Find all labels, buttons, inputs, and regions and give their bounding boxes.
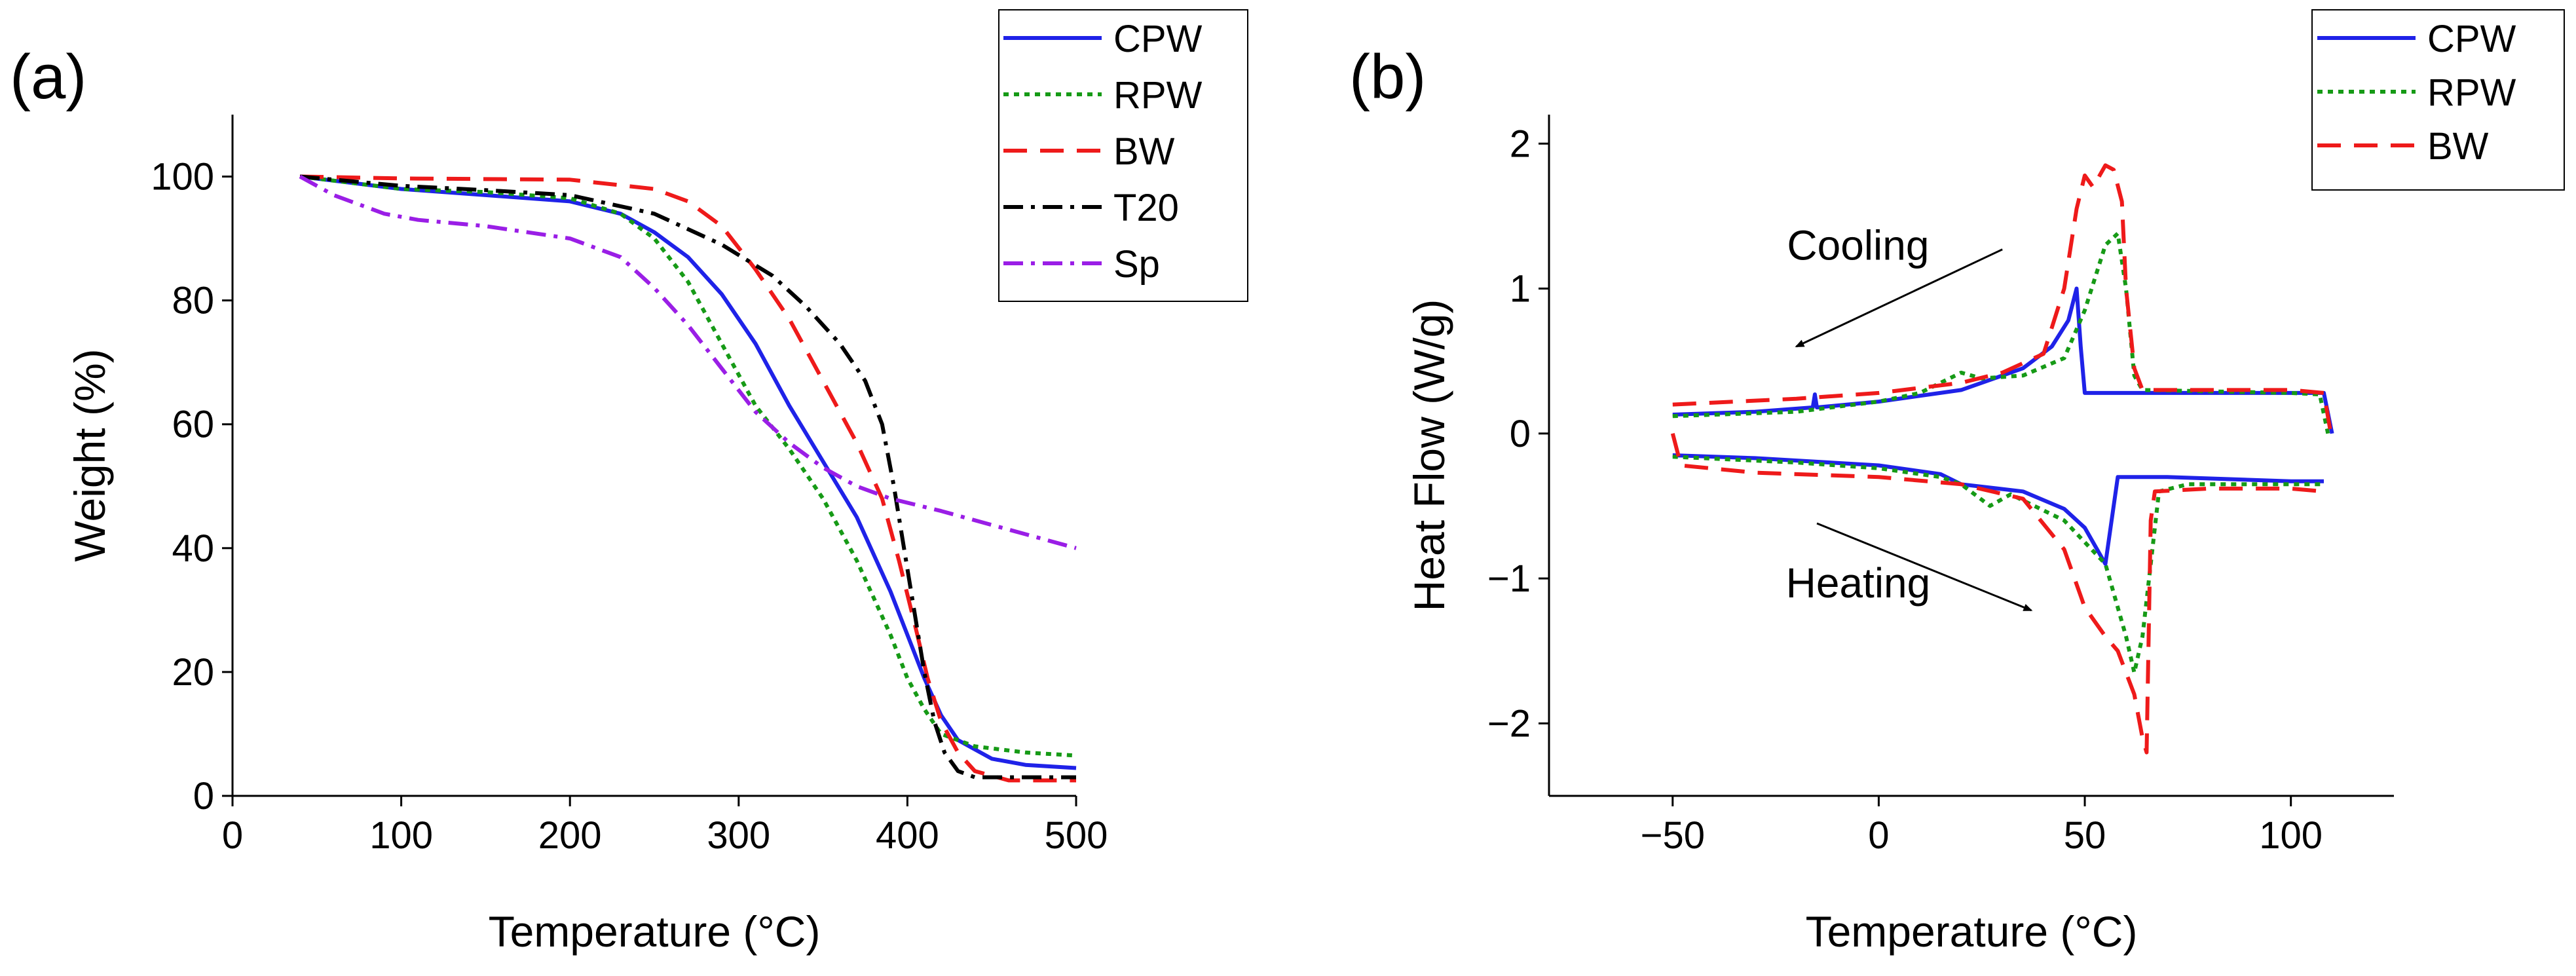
legend-label-sp: Sp (1113, 243, 1160, 286)
panel-b-axes (1548, 115, 2394, 797)
x-tick-label: −50 (1641, 814, 1705, 857)
y-tick-label: 0 (193, 775, 214, 817)
x-tick-label: 500 (1045, 814, 1108, 857)
panel-b-label: (b) (1349, 42, 1426, 112)
panel-a-y-ticks: 0 20 40 60 80 100 (151, 156, 233, 817)
y-tick-label: −1 (1487, 557, 1531, 600)
y-tick-label: 0 (1510, 413, 1531, 455)
heating-arrow (1816, 522, 2033, 612)
legend-label-rpw: RPW (2427, 71, 2516, 114)
panel-b-series (1670, 163, 2334, 755)
series-bw-line (299, 174, 1076, 783)
series-rpw-line (299, 174, 1077, 758)
x-tick-label: 200 (538, 814, 602, 857)
panel-a: (a) 0 100 200 300 400 500 0 20 40 60 80 100 Temper… (10, 9, 1248, 956)
legend-label-cpw: CPW (1113, 18, 1203, 60)
panel-a-axes (231, 115, 1076, 797)
panel-b-x-title: Temperature (°C) (1806, 907, 2138, 956)
y-tick-label: 2 (1510, 122, 1531, 165)
panel-a-y-title: Weight (%) (65, 348, 114, 561)
x-tick-label: 0 (222, 814, 243, 857)
x-tick-label: 400 (876, 814, 939, 857)
x-tick-label: 300 (707, 814, 770, 857)
y-tick-label: 60 (172, 404, 214, 446)
heating-label: Heating (1786, 559, 1931, 607)
series-cpw-heating-line (1672, 453, 2324, 566)
panel-b-x-ticks: −50 0 50 100 (1641, 796, 2323, 857)
x-tick-label: 100 (2259, 814, 2323, 857)
panel-b-y-ticks: −2 −1 0 1 2 (1487, 122, 1549, 745)
cooling-arrow (1795, 248, 2003, 348)
y-tick-label: 80 (172, 280, 214, 322)
panel-b-y-title: Heat Flow (W/g) (1405, 299, 1453, 612)
y-tick-label: 1 (1510, 268, 1531, 310)
y-tick-label: 40 (172, 527, 214, 570)
panel-a-legend: CPW RPW BW T20 Sp (998, 9, 1248, 302)
legend-label-rpw: RPW (1113, 74, 1203, 117)
series-t20-line (299, 174, 1076, 779)
panel-a-label: (a) (10, 42, 86, 112)
y-tick-label: 100 (151, 156, 214, 198)
panel-b-legend: CPW RPW BW (2311, 9, 2565, 191)
x-tick-label: 0 (1868, 814, 1889, 857)
series-rpw-cooling-line (1672, 231, 2330, 434)
y-tick-label: −2 (1487, 702, 1531, 745)
x-tick-label: 50 (2064, 814, 2106, 857)
series-bw-cooling-line (1672, 163, 2334, 441)
legend-label-bw: BW (1113, 130, 1175, 173)
legend-label-t20: T20 (1113, 187, 1179, 229)
legend-label-cpw: CPW (2427, 18, 2516, 60)
panel-a-x-ticks: 0 100 200 300 400 500 (222, 796, 1108, 857)
y-tick-label: 20 (172, 651, 214, 694)
panel-a-legend-box (998, 9, 1248, 302)
cooling-label: Cooling (1787, 221, 1929, 269)
panel-a-x-title: Temperature (°C) (489, 907, 821, 956)
panel-a-series (299, 174, 1077, 783)
x-tick-label: 100 (369, 814, 433, 857)
series-cpw-line (299, 174, 1077, 770)
panel-b: (b) −50 0 50 100 −2 −1 0 1 2 Cooling Heating Te… (1349, 9, 2565, 956)
legend-label-bw: BW (2427, 125, 2489, 168)
series-bw-heating-line (1670, 433, 2324, 755)
series-sp-line (299, 174, 1077, 550)
